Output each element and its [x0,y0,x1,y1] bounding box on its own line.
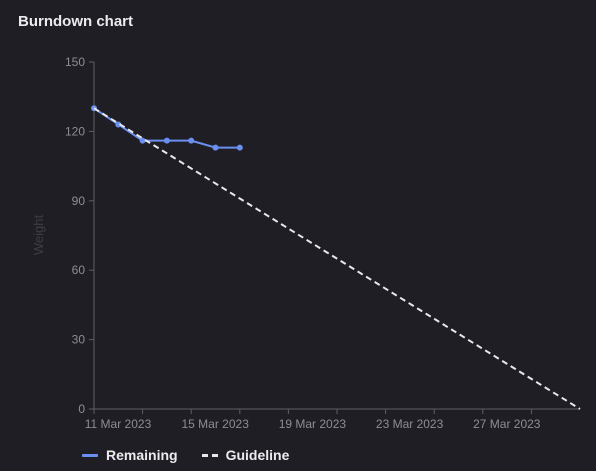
remaining-swatch [82,453,98,457]
y-tick-label: 0 [78,402,85,416]
legend-item-guideline[interactable]: Guideline [201,447,290,463]
x-tick-label: 23 Mar 2023 [376,417,444,431]
y-axis-label: Weight [31,215,46,256]
guideline-swatch [201,453,218,457]
remaining-point [115,121,122,128]
x-tick-label: 19 Mar 2023 [279,417,347,431]
x-tick-label: 15 Mar 2023 [182,417,250,431]
y-tick-label: 60 [72,263,86,277]
legend-item-remaining[interactable]: Remaining [82,447,178,463]
y-tick-label: 30 [72,333,86,347]
chart-legend: Remaining Guideline [82,447,289,463]
chart-title: Burndown chart [18,13,133,30]
remaining-point [188,137,195,144]
remaining-point [212,144,219,151]
x-tick-label: 27 Mar 2023 [473,417,541,431]
guideline-series-line [93,107,581,410]
burndown-chart: 0 30 60 90 120 150 Weight 11 Mar 2023 15 Mar 202… [31,55,581,431]
legend-label-remaining: Remaining [106,447,178,463]
remaining-point [236,144,243,151]
remaining-point [163,137,170,144]
remaining-point [139,137,146,144]
legend-label-guideline: Guideline [225,447,290,463]
y-tick-label: 90 [72,194,86,208]
y-tick-label: 120 [65,124,85,138]
y-tick-label: 150 [65,55,85,69]
x-tick-label: 11 Mar 2023 [85,417,152,431]
